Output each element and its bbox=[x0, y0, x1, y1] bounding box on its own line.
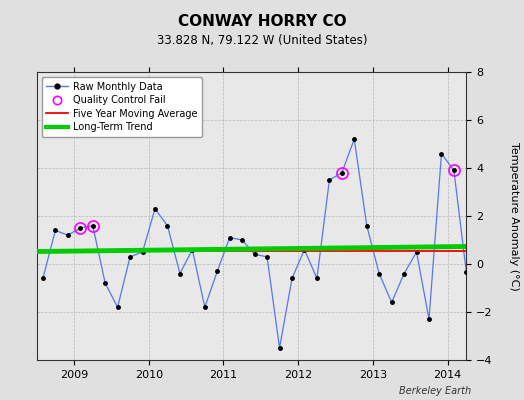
Text: 33.828 N, 79.122 W (United States): 33.828 N, 79.122 W (United States) bbox=[157, 34, 367, 47]
Legend: Raw Monthly Data, Quality Control Fail, Five Year Moving Average, Long-Term Tren: Raw Monthly Data, Quality Control Fail, … bbox=[41, 77, 202, 137]
Y-axis label: Temperature Anomaly (°C): Temperature Anomaly (°C) bbox=[509, 142, 519, 290]
Text: Berkeley Earth: Berkeley Earth bbox=[399, 386, 472, 396]
Text: CONWAY HORRY CO: CONWAY HORRY CO bbox=[178, 14, 346, 29]
